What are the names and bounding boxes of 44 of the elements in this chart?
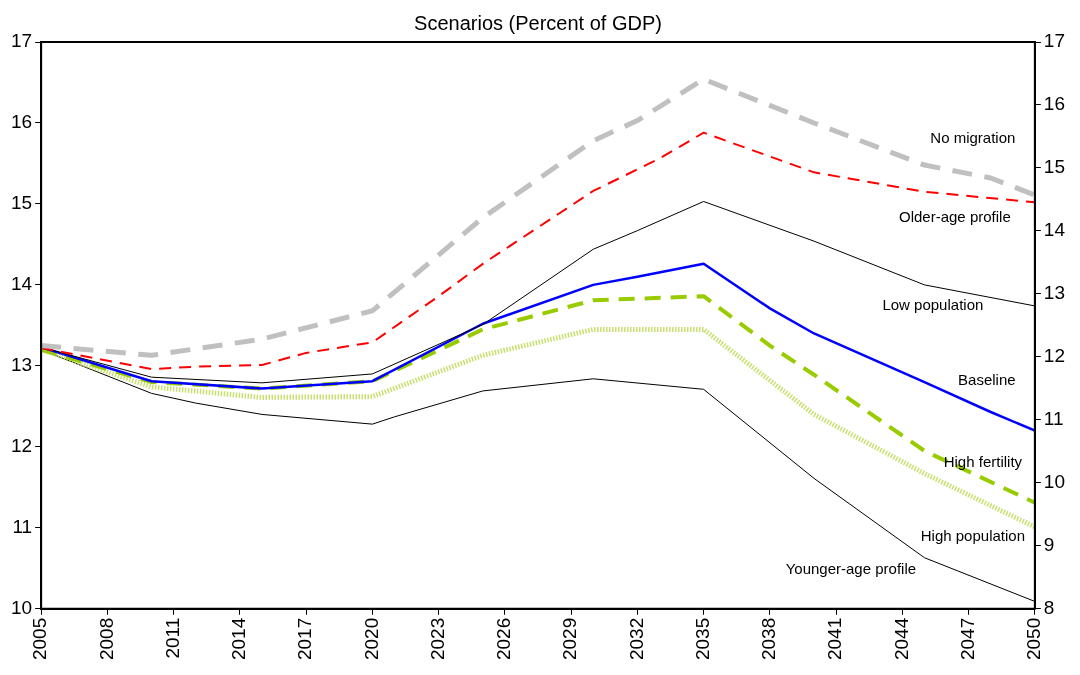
x-tick-label: 2020 bbox=[360, 617, 382, 661]
series-label: High population bbox=[920, 527, 1025, 545]
x-tick-label: 2047 bbox=[956, 617, 978, 661]
y2-tick-label: 13 bbox=[1043, 282, 1066, 304]
y-tick-label: 15 bbox=[10, 192, 33, 214]
y2-tick-label: 12 bbox=[1043, 345, 1066, 367]
x-tick-label: 2023 bbox=[426, 617, 448, 661]
y-tick-label: 13 bbox=[10, 354, 33, 376]
x-tick-label: 2008 bbox=[95, 617, 117, 661]
x-tick-label: 2044 bbox=[890, 617, 912, 661]
series-label: No migration bbox=[930, 129, 1016, 147]
y-tick-label: 16 bbox=[10, 111, 33, 133]
y-tick-label: 11 bbox=[12, 516, 33, 538]
y-tick-label: 17 bbox=[10, 30, 33, 52]
series-label: Baseline bbox=[958, 370, 1016, 388]
y-tick-label: 10 bbox=[10, 596, 33, 618]
y2-tick-label: 14 bbox=[1043, 219, 1066, 241]
y2-tick-label: 8 bbox=[1043, 596, 1055, 618]
y2-tick-label: 10 bbox=[1043, 471, 1066, 493]
y-tick-label: 12 bbox=[10, 435, 33, 457]
x-tick-label: 2014 bbox=[228, 617, 250, 661]
y2-tick-label: 17 bbox=[1043, 30, 1066, 52]
x-tick-label: 2029 bbox=[559, 617, 581, 661]
series-label: Younger-age profile bbox=[785, 559, 917, 577]
series-label: High fertility bbox=[943, 452, 1023, 470]
x-tick-label: 2041 bbox=[824, 617, 846, 661]
y2-tick-label: 16 bbox=[1043, 93, 1066, 115]
x-tick-label: 2032 bbox=[625, 617, 647, 661]
series-label: Older-age profile bbox=[899, 208, 1011, 226]
line-series bbox=[41, 294, 1035, 505]
x-tick-label: 2050 bbox=[1023, 617, 1045, 661]
y2-tick-label: 15 bbox=[1043, 156, 1066, 178]
y-tick-label: 14 bbox=[10, 273, 33, 295]
x-tick-label: 2026 bbox=[493, 617, 515, 661]
x-tick-label: 2005 bbox=[29, 617, 51, 661]
x-tick-label: 2035 bbox=[691, 617, 713, 661]
series-label: Low population bbox=[882, 296, 984, 314]
y2-tick-label: 11 bbox=[1043, 408, 1064, 430]
y2-tick-label: 9 bbox=[1043, 534, 1055, 555]
x-tick-label: 2038 bbox=[758, 617, 780, 661]
chart-title: Scenarios (Percent of GDP) bbox=[414, 11, 662, 34]
x-tick-label: 2017 bbox=[294, 617, 316, 661]
x-tick-label: 2011 bbox=[161, 617, 183, 659]
line-series bbox=[41, 131, 1035, 371]
